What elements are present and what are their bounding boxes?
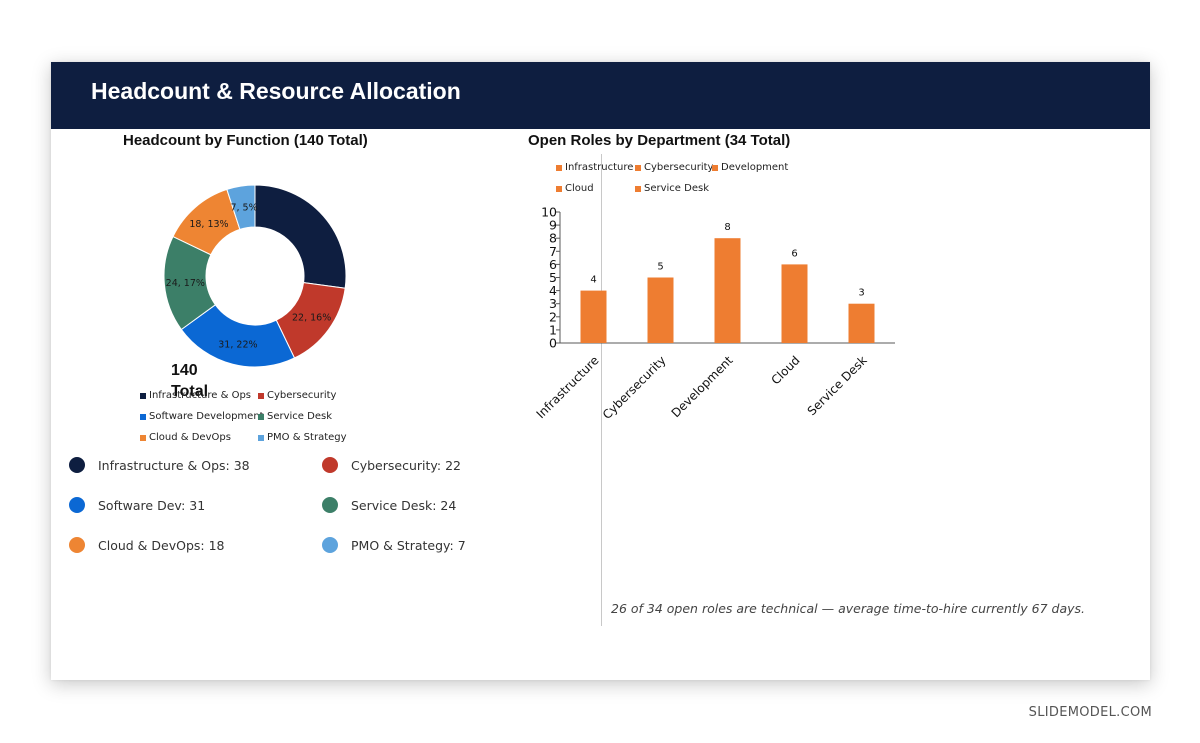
legend-swatch <box>712 164 718 171</box>
stat-cloud-devops: Cloud & DevOps: 18 <box>69 537 225 553</box>
donut-legend-item-pmo: PMO & Strategy <box>258 432 347 443</box>
legend-swatch <box>258 434 264 441</box>
stat-cybersecurity: Cybersecurity: 22 <box>322 457 461 473</box>
legend-swatch <box>635 185 641 192</box>
legend-swatch <box>556 164 562 171</box>
bar <box>714 238 741 343</box>
stat-dot <box>322 497 338 513</box>
bar-value-label: 6 <box>791 248 797 259</box>
y-tick-label: 3 <box>549 296 557 311</box>
bar-value-label: 8 <box>724 222 730 233</box>
x-tick-label: Cloud <box>768 353 802 387</box>
donut-data-label: 22, 16% <box>292 313 331 324</box>
donut-slice <box>254 184 347 289</box>
legend-swatch <box>258 413 264 420</box>
x-tick-label: Service Desk <box>805 353 870 418</box>
y-tick-label: 9 <box>549 218 557 233</box>
bar-legend-item-infrastructure: Infrastructure <box>556 162 633 173</box>
x-tick-label: Development <box>669 353 736 420</box>
bar-legend-item-cloud: Cloud <box>556 183 594 194</box>
slide-title: Headcount & Resource Allocation <box>91 78 461 104</box>
donut-total-label: 140 Total <box>171 362 209 400</box>
legend-swatch <box>140 392 146 399</box>
stat-service-desk: Service Desk: 24 <box>322 497 456 513</box>
donut-legend-item-infra: Infrastructure & Ops <box>140 390 251 401</box>
legend-swatch <box>556 185 562 192</box>
legend-swatch <box>258 392 264 399</box>
donut-data-label: 18, 13% <box>189 219 228 230</box>
donut-chart: 22, 16% 31, 22% 24, 17% 18, 13%7, 5% <box>163 184 347 368</box>
legend-swatch <box>140 413 146 420</box>
bar <box>781 264 808 343</box>
y-tick-label: 5 <box>549 270 557 285</box>
donut-slice <box>226 184 256 231</box>
y-tick-label: 7 <box>549 244 557 259</box>
slide: Headcount & Resource Allocation Headcoun… <box>51 62 1150 680</box>
brand-watermark: SLIDEMODEL.COM <box>1028 705 1152 720</box>
donut-legend-item-service: Service Desk <box>258 411 332 422</box>
header-bar: Headcount & Resource Allocation <box>51 62 1150 129</box>
footnote: 26 of 34 open roles are technical — aver… <box>611 601 1086 616</box>
bar-legend-item-service-desk: Service Desk <box>635 183 709 194</box>
donut-data-label: 7, 5% <box>230 202 257 213</box>
bar-value-label: 3 <box>858 288 864 299</box>
section-divider <box>601 154 602 626</box>
stat-software-dev: Software Dev: 31 <box>69 497 205 513</box>
y-tick-label: 0 <box>549 336 557 351</box>
donut-chart-title: Headcount by Function (140 Total) <box>123 132 368 149</box>
stat-dot <box>322 457 338 473</box>
bar <box>580 290 607 343</box>
donut-legend-item-cloud: Cloud & DevOps <box>140 432 231 443</box>
x-tick-label: Cybersecurity <box>600 353 669 422</box>
bar-value-label: 5 <box>657 262 663 273</box>
donut-legend-item-cyber: Cybersecurity <box>258 390 336 401</box>
bar-chart-title: Open Roles by Department (34 Total) <box>528 132 791 149</box>
bar-chart: 0123456789104Infrastructure5Cybersecurit… <box>534 205 895 422</box>
y-tick-label: 1 <box>549 322 557 337</box>
donut-legend-item-software: Software Development <box>140 411 264 422</box>
x-tick-label: Infrastructure <box>534 353 602 421</box>
stat-dot <box>69 497 85 513</box>
y-tick-label: 2 <box>549 309 557 324</box>
stat-pmo-strategy: PMO & Strategy: 7 <box>322 537 466 553</box>
stat-dot <box>322 537 338 553</box>
stat-dot <box>69 457 85 473</box>
stat-infrastructure: Infrastructure & Ops: 38 <box>69 457 250 473</box>
bar-legend-item-development: Development <box>712 162 788 173</box>
bar <box>647 277 674 343</box>
bar-legend-item-cybersecurity: Cybersecurity <box>635 162 713 173</box>
legend-swatch <box>140 434 146 441</box>
stat-dot <box>69 537 85 553</box>
bar <box>848 303 875 343</box>
bar-value-label: 4 <box>590 275 596 286</box>
y-tick-label: 10 <box>541 205 557 220</box>
donut-data-label: 31, 22% <box>218 339 257 350</box>
y-tick-label: 4 <box>549 283 557 298</box>
legend-swatch <box>635 164 641 171</box>
y-tick-label: 6 <box>549 257 557 272</box>
donut-data-label: 24, 17% <box>166 278 205 289</box>
y-tick-label: 8 <box>549 231 557 246</box>
